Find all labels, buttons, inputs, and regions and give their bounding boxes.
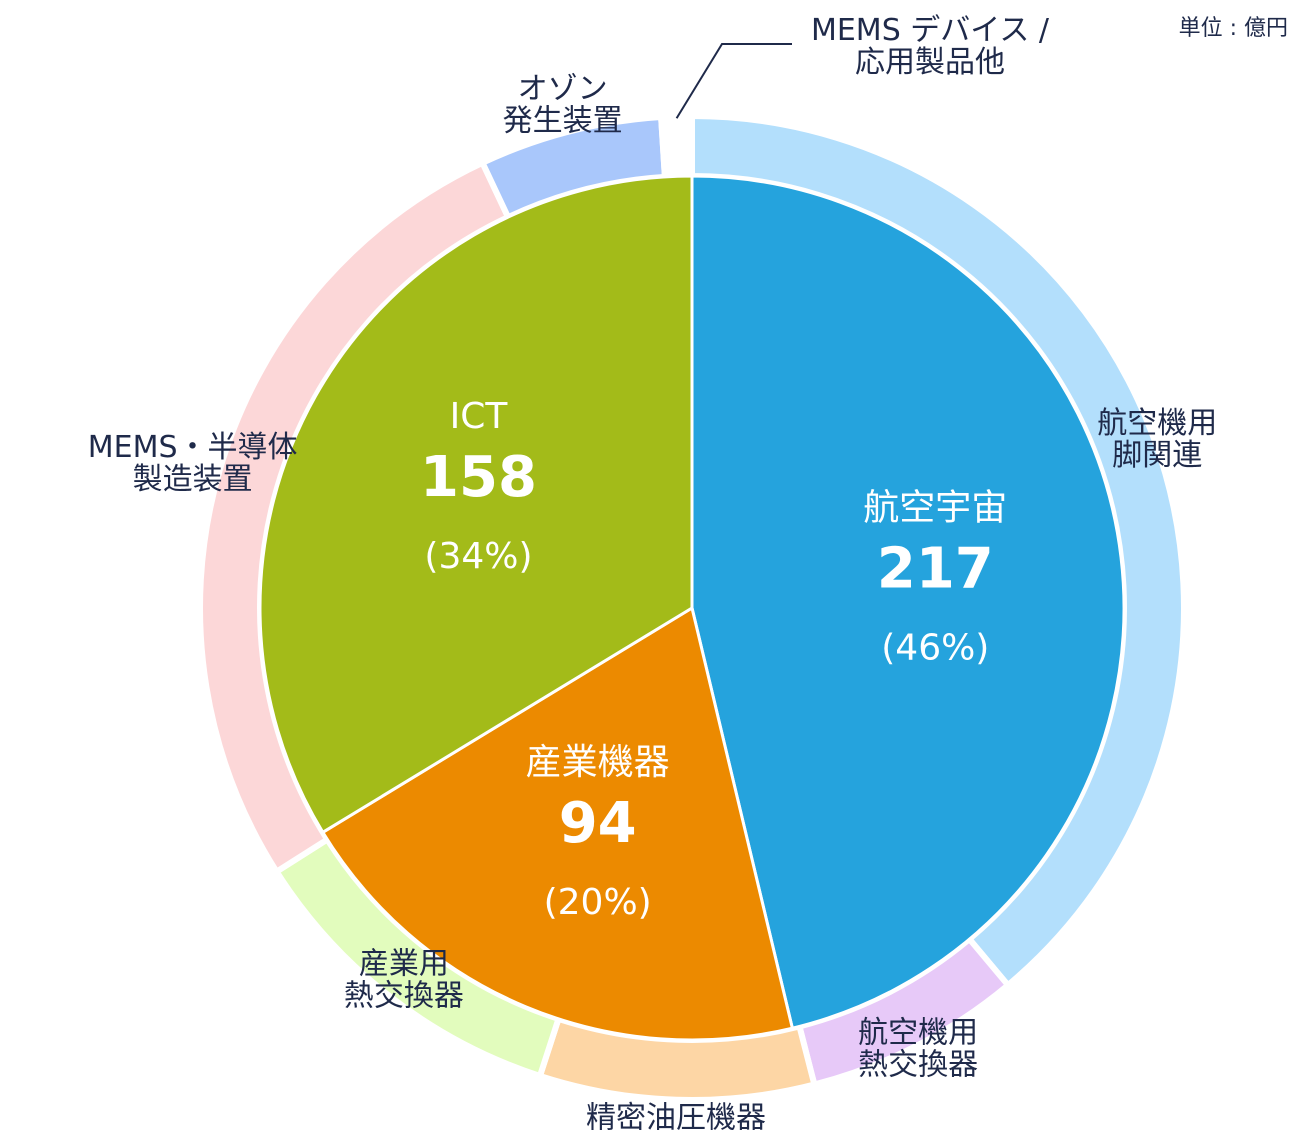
inner-label-value-2: 158 [420,445,537,510]
outer-labels: 航空機用脚関連航空機用熱交換器精密油圧機器産業用熱交換器MEMS・半導体製造装置… [88,13,1217,1136]
inner-label-percent-0: (46%) [881,627,989,668]
outer-label-3-line-0: 産業用 [359,946,449,981]
outer-ring [197,113,1187,1103]
inner-label-value-1: 94 [559,791,637,856]
inner-label-value-0: 217 [877,536,994,601]
inner-slice-0 [690,174,1126,1030]
inner-label-name-1: 産業機器 [526,742,670,783]
inner-label-percent-1: (20%) [544,882,652,923]
leader-line [675,43,792,119]
outer-label-4-line-1: 製造装置 [133,462,253,497]
inner-label-percent-2: (34%) [424,536,532,577]
outer-label-6-line-0: MEMS デバイス / [811,13,1050,48]
outer-label-5-line-1: 発生装置 [503,103,623,138]
outer-label-5-line-0: オゾン [518,71,608,106]
outer-label-1-line-0: 航空機用 [858,1015,978,1050]
outer-label-3-line-1: 熱交換器 [344,978,464,1013]
inner-label-name-2: ICT [450,396,509,437]
outer-label-4-line-0: MEMS・半導体 [88,430,298,465]
outer-label-0-line-0: 航空機用 [1097,406,1217,441]
outer-slice-6 [658,113,695,180]
inner-label-name-0: 航空宇宙 [863,487,1007,528]
unit-label: 単位 : 億円 [1178,16,1288,41]
outer-label-6-line-1: 応用製品他 [855,45,1005,80]
outer-label-0-line-1: 脚関連 [1112,438,1202,473]
inner-slice-2 [258,174,694,834]
inner-slice-1 [321,606,794,1042]
inner-pie [258,174,1126,1042]
inner-labels: 航空宇宙 217 (46%) 産業機器 94 (20%) ICT 158 (34%) [420,396,1007,923]
outer-label-2-line-0: 精密油圧機器 [586,1101,766,1136]
outer-label-1-line-1: 熱交換器 [858,1047,978,1082]
